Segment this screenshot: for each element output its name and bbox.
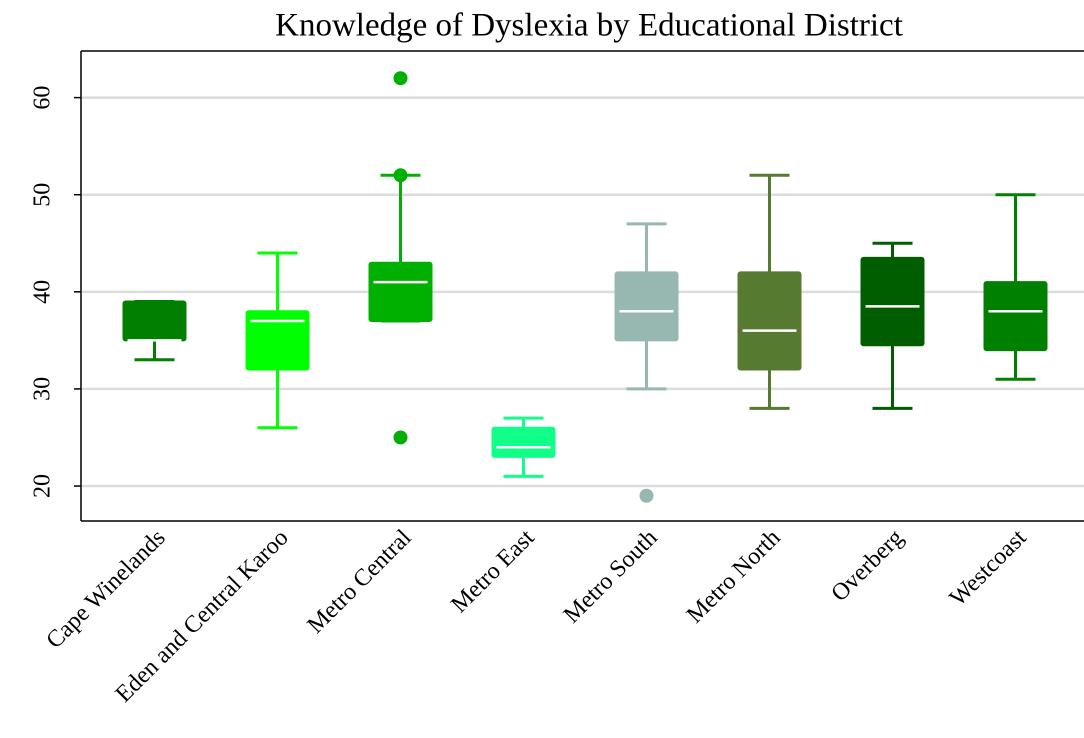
x-tick-label: Metro East [446, 525, 540, 619]
x-tick-label: Metro Central [303, 525, 417, 639]
box [245, 310, 310, 371]
box [983, 281, 1048, 352]
y-tick-label: 40 [30, 280, 56, 304]
y-tick-label: 30 [30, 377, 56, 401]
x-tick-label: Westcoast [945, 525, 1032, 612]
box [491, 426, 556, 458]
box [122, 300, 187, 342]
chart-title: Knowledge of Dyslexia by Educational Dis… [275, 8, 903, 44]
outlier [393, 430, 408, 445]
x-tick-label: Metro North [682, 525, 786, 629]
x-tick-label: Metro South [559, 525, 663, 629]
outlier [639, 488, 654, 503]
outlier [393, 71, 408, 86]
box [368, 261, 433, 322]
box [614, 271, 679, 342]
box [737, 271, 802, 371]
y-tick-label: 50 [30, 183, 56, 207]
y-tick-label: 60 [30, 86, 56, 110]
x-tick-label: Cape Winelands [42, 525, 171, 654]
outlier [393, 168, 408, 183]
x-tick-label: Overberg [826, 525, 908, 607]
box [860, 256, 925, 347]
y-tick-label: 20 [30, 474, 56, 498]
